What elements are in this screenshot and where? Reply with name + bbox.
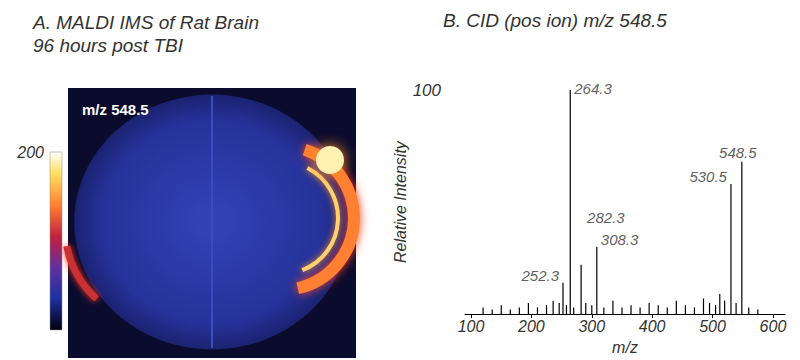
- svg-text:Relative Intensity: Relative Intensity: [392, 140, 409, 263]
- svg-text:A. MALDI IMS of Rat Brain: A. MALDI IMS of Rat Brain: [32, 12, 259, 33]
- svg-text:200: 200: [517, 318, 545, 335]
- svg-text:m/z 548.5: m/z 548.5: [82, 101, 149, 118]
- svg-text:96 hours post TBI: 96 hours post TBI: [33, 35, 184, 56]
- svg-text:200: 200: [16, 144, 44, 161]
- svg-text:500: 500: [699, 318, 726, 335]
- svg-text:400: 400: [639, 318, 666, 335]
- svg-text:264.3: 264.3: [573, 80, 612, 97]
- svg-text:100: 100: [413, 81, 442, 100]
- svg-text:548.5: 548.5: [719, 144, 757, 161]
- svg-text:300: 300: [578, 318, 605, 335]
- svg-text:600: 600: [760, 318, 787, 335]
- svg-text:m/z: m/z: [612, 339, 638, 356]
- svg-text:252.3: 252.3: [520, 267, 559, 284]
- svg-text:282.3: 282.3: [586, 209, 625, 226]
- svg-text:B. CID (pos ion) m/z 548.5: B. CID (pos ion) m/z 548.5: [443, 10, 667, 31]
- svg-text:308.3: 308.3: [601, 231, 639, 248]
- svg-text:100: 100: [458, 318, 485, 335]
- svg-text:530.5: 530.5: [689, 168, 727, 185]
